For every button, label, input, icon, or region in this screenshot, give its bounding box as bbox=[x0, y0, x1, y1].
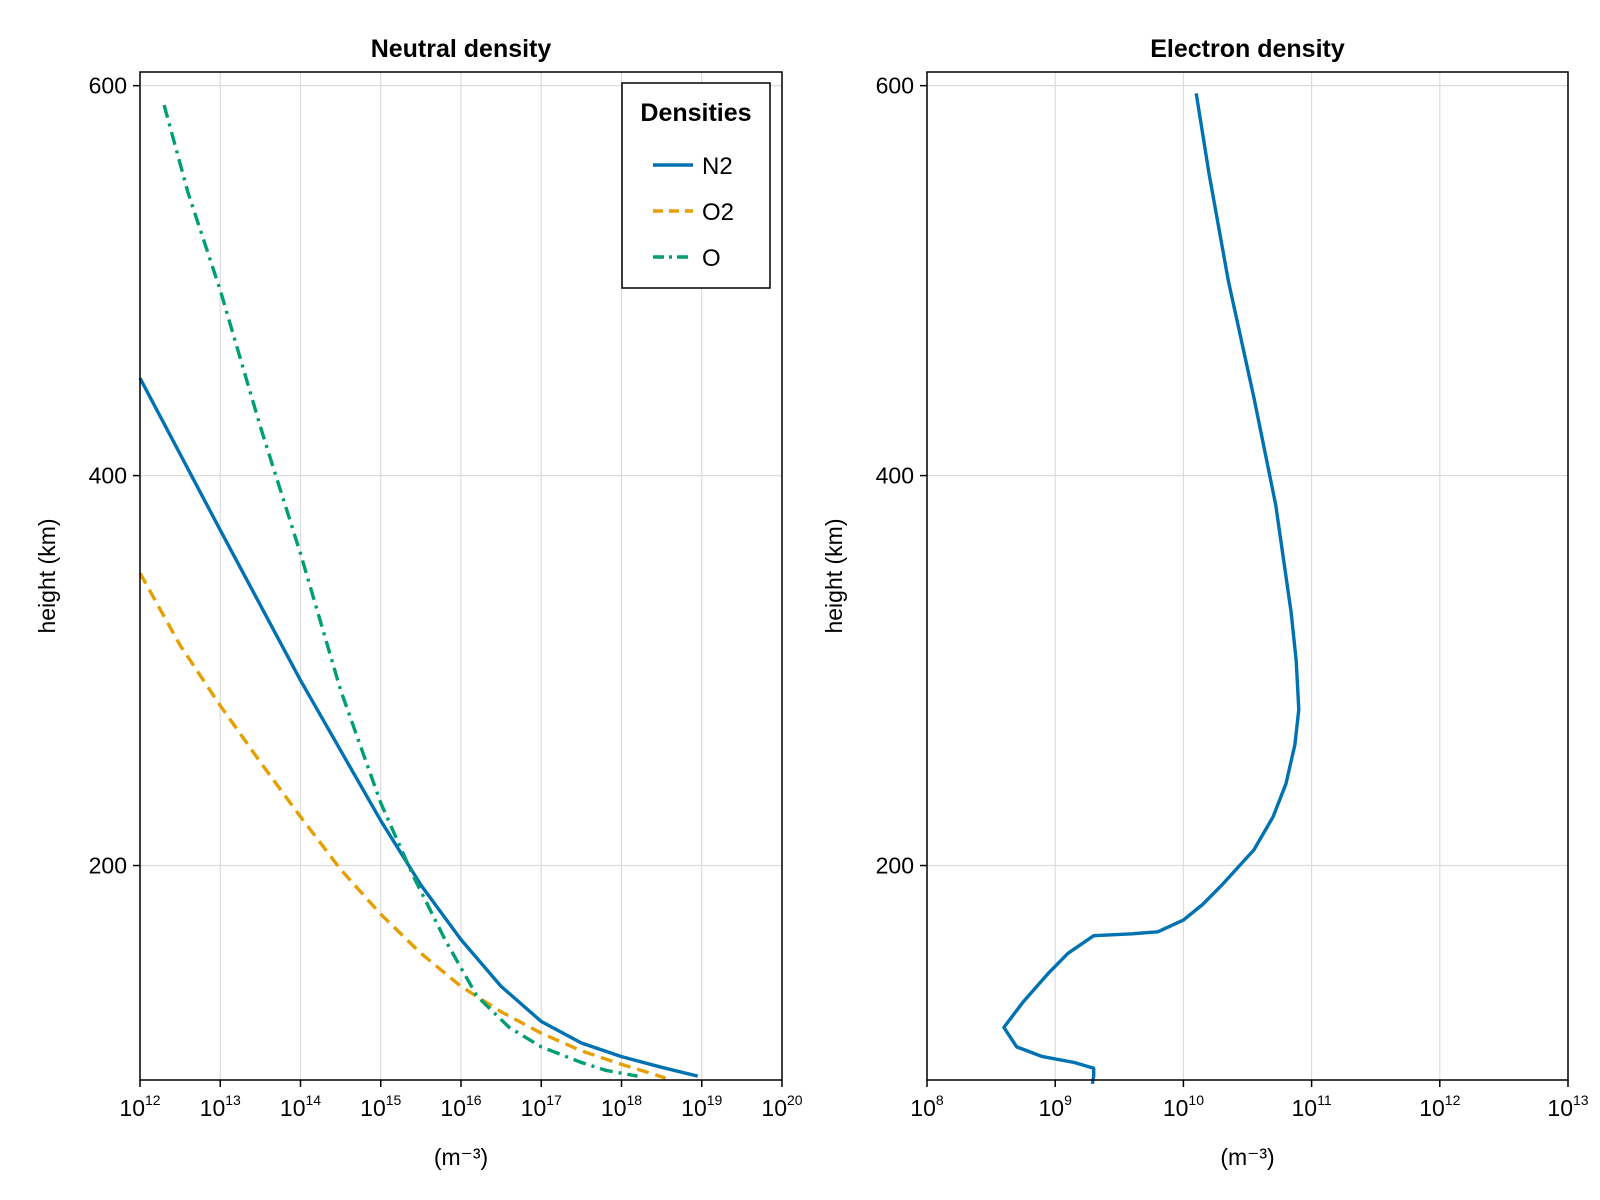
legend: Densities N2 O2 O bbox=[621, 82, 771, 289]
y-axis-label: height (km) bbox=[34, 518, 60, 633]
series-line-electron bbox=[1002, 93, 1301, 1085]
x-tick-label: 1014 bbox=[280, 1092, 321, 1121]
plot-frame bbox=[926, 71, 1569, 1081]
x-tick-label: 1012 bbox=[119, 1092, 160, 1121]
electron-density-panel: 108 109 1010 1011 1012 1013 200 400 600 Electron … bbox=[821, 35, 1589, 1170]
y-tick-label: 200 bbox=[89, 853, 127, 879]
y-axis-label: height (km) bbox=[821, 518, 847, 633]
x-tick-label: 109 bbox=[1039, 1092, 1073, 1121]
x-tick-label: 108 bbox=[910, 1092, 944, 1121]
x-tick-label: 1010 bbox=[1163, 1092, 1204, 1121]
series-line-o bbox=[162, 104, 638, 1078]
x-tick-label: 1017 bbox=[521, 1092, 562, 1121]
legend-title: Densities bbox=[640, 99, 751, 127]
chart-title: Neutral density bbox=[371, 35, 552, 63]
series-line-o2 bbox=[138, 572, 667, 1080]
y-tick-label: 600 bbox=[876, 73, 914, 99]
x-tick-label: 1020 bbox=[761, 1092, 802, 1121]
series-line-n2 bbox=[138, 377, 699, 1078]
x-tick-label: 1013 bbox=[1547, 1092, 1588, 1121]
neutral-density-panel: 1012 1013 1014 1015 1016 1017 1018 1019 1020 200 4… bbox=[34, 35, 803, 1170]
y-tick-label: 400 bbox=[876, 463, 914, 489]
legend-box bbox=[621, 82, 771, 289]
y-tick-label: 200 bbox=[876, 853, 914, 879]
x-tick-label: 1016 bbox=[440, 1092, 481, 1121]
x-tick-label: 1015 bbox=[360, 1092, 401, 1121]
x-tick-label: 1013 bbox=[200, 1092, 241, 1121]
x-tick-label: 1012 bbox=[1419, 1092, 1460, 1121]
y-tick-label: 600 bbox=[89, 73, 127, 99]
x-axis-label: (m⁻³) bbox=[434, 1144, 488, 1170]
legend-label-o2: O2 bbox=[702, 199, 734, 226]
legend-label-n2: N2 bbox=[702, 153, 733, 180]
x-tick-label: 1011 bbox=[1292, 1092, 1332, 1121]
y-tick-label: 400 bbox=[89, 463, 127, 489]
x-tick-label: 1018 bbox=[601, 1092, 642, 1121]
x-tick-label: 1019 bbox=[681, 1092, 722, 1121]
x-axis-label: (m⁻³) bbox=[1220, 1144, 1274, 1170]
chart-title: Electron density bbox=[1150, 35, 1345, 63]
legend-label-o: O bbox=[702, 245, 721, 272]
